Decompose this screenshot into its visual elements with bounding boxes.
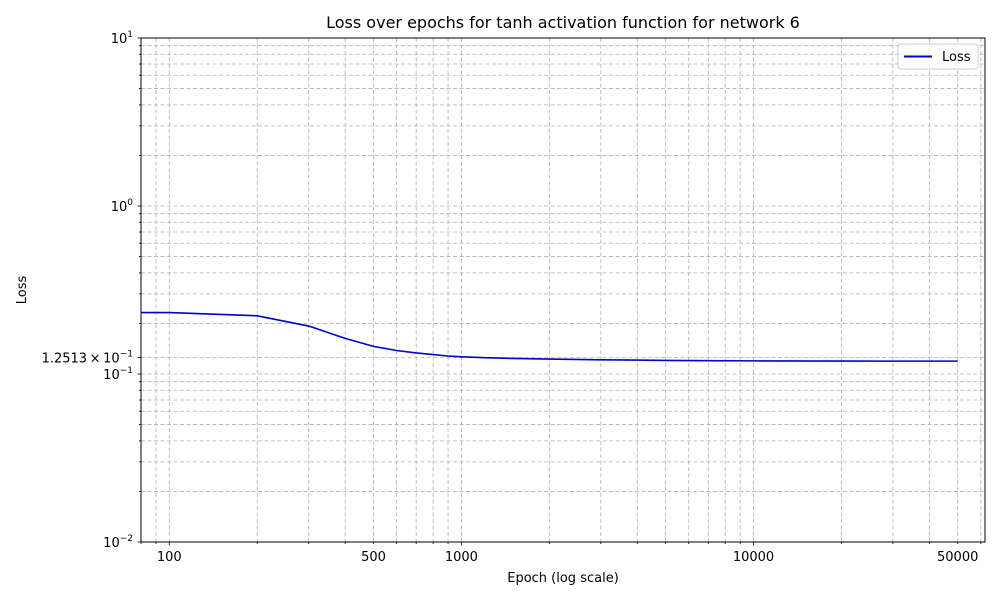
y-annotation-label: 1.2513 × 10−1	[42, 350, 133, 367]
chart-title: Loss over epochs for tanh activation fun…	[326, 13, 800, 32]
x-tick-label: 1000	[445, 550, 478, 565]
x-tick-label: 100	[157, 550, 182, 565]
legend-label-loss: Loss	[942, 50, 971, 65]
series-line-loss	[141, 311, 958, 362]
x-axis-label: Epoch (log scale)	[507, 571, 619, 586]
legend: Loss	[897, 43, 979, 70]
axis-ticks: 100 500 1000 10000 50000 10−2 10−1 100 101 1.2513…	[42, 30, 982, 565]
legend-box	[897, 43, 979, 70]
x-tick-label: 50000	[937, 550, 978, 565]
y-tick-label: 10−2	[103, 534, 133, 551]
plot-frame	[140, 37, 986, 543]
x-tick-label: 10000	[733, 550, 774, 565]
y-tick-label: 10−1	[103, 366, 133, 383]
y-tick-label: 100	[111, 198, 134, 215]
x-tick-label: 500	[361, 550, 386, 565]
y-axis-label: Loss	[15, 276, 30, 305]
grid-lines	[140, 37, 985, 543]
y-tick-label: 101	[111, 30, 133, 47]
series-lines	[141, 311, 958, 362]
